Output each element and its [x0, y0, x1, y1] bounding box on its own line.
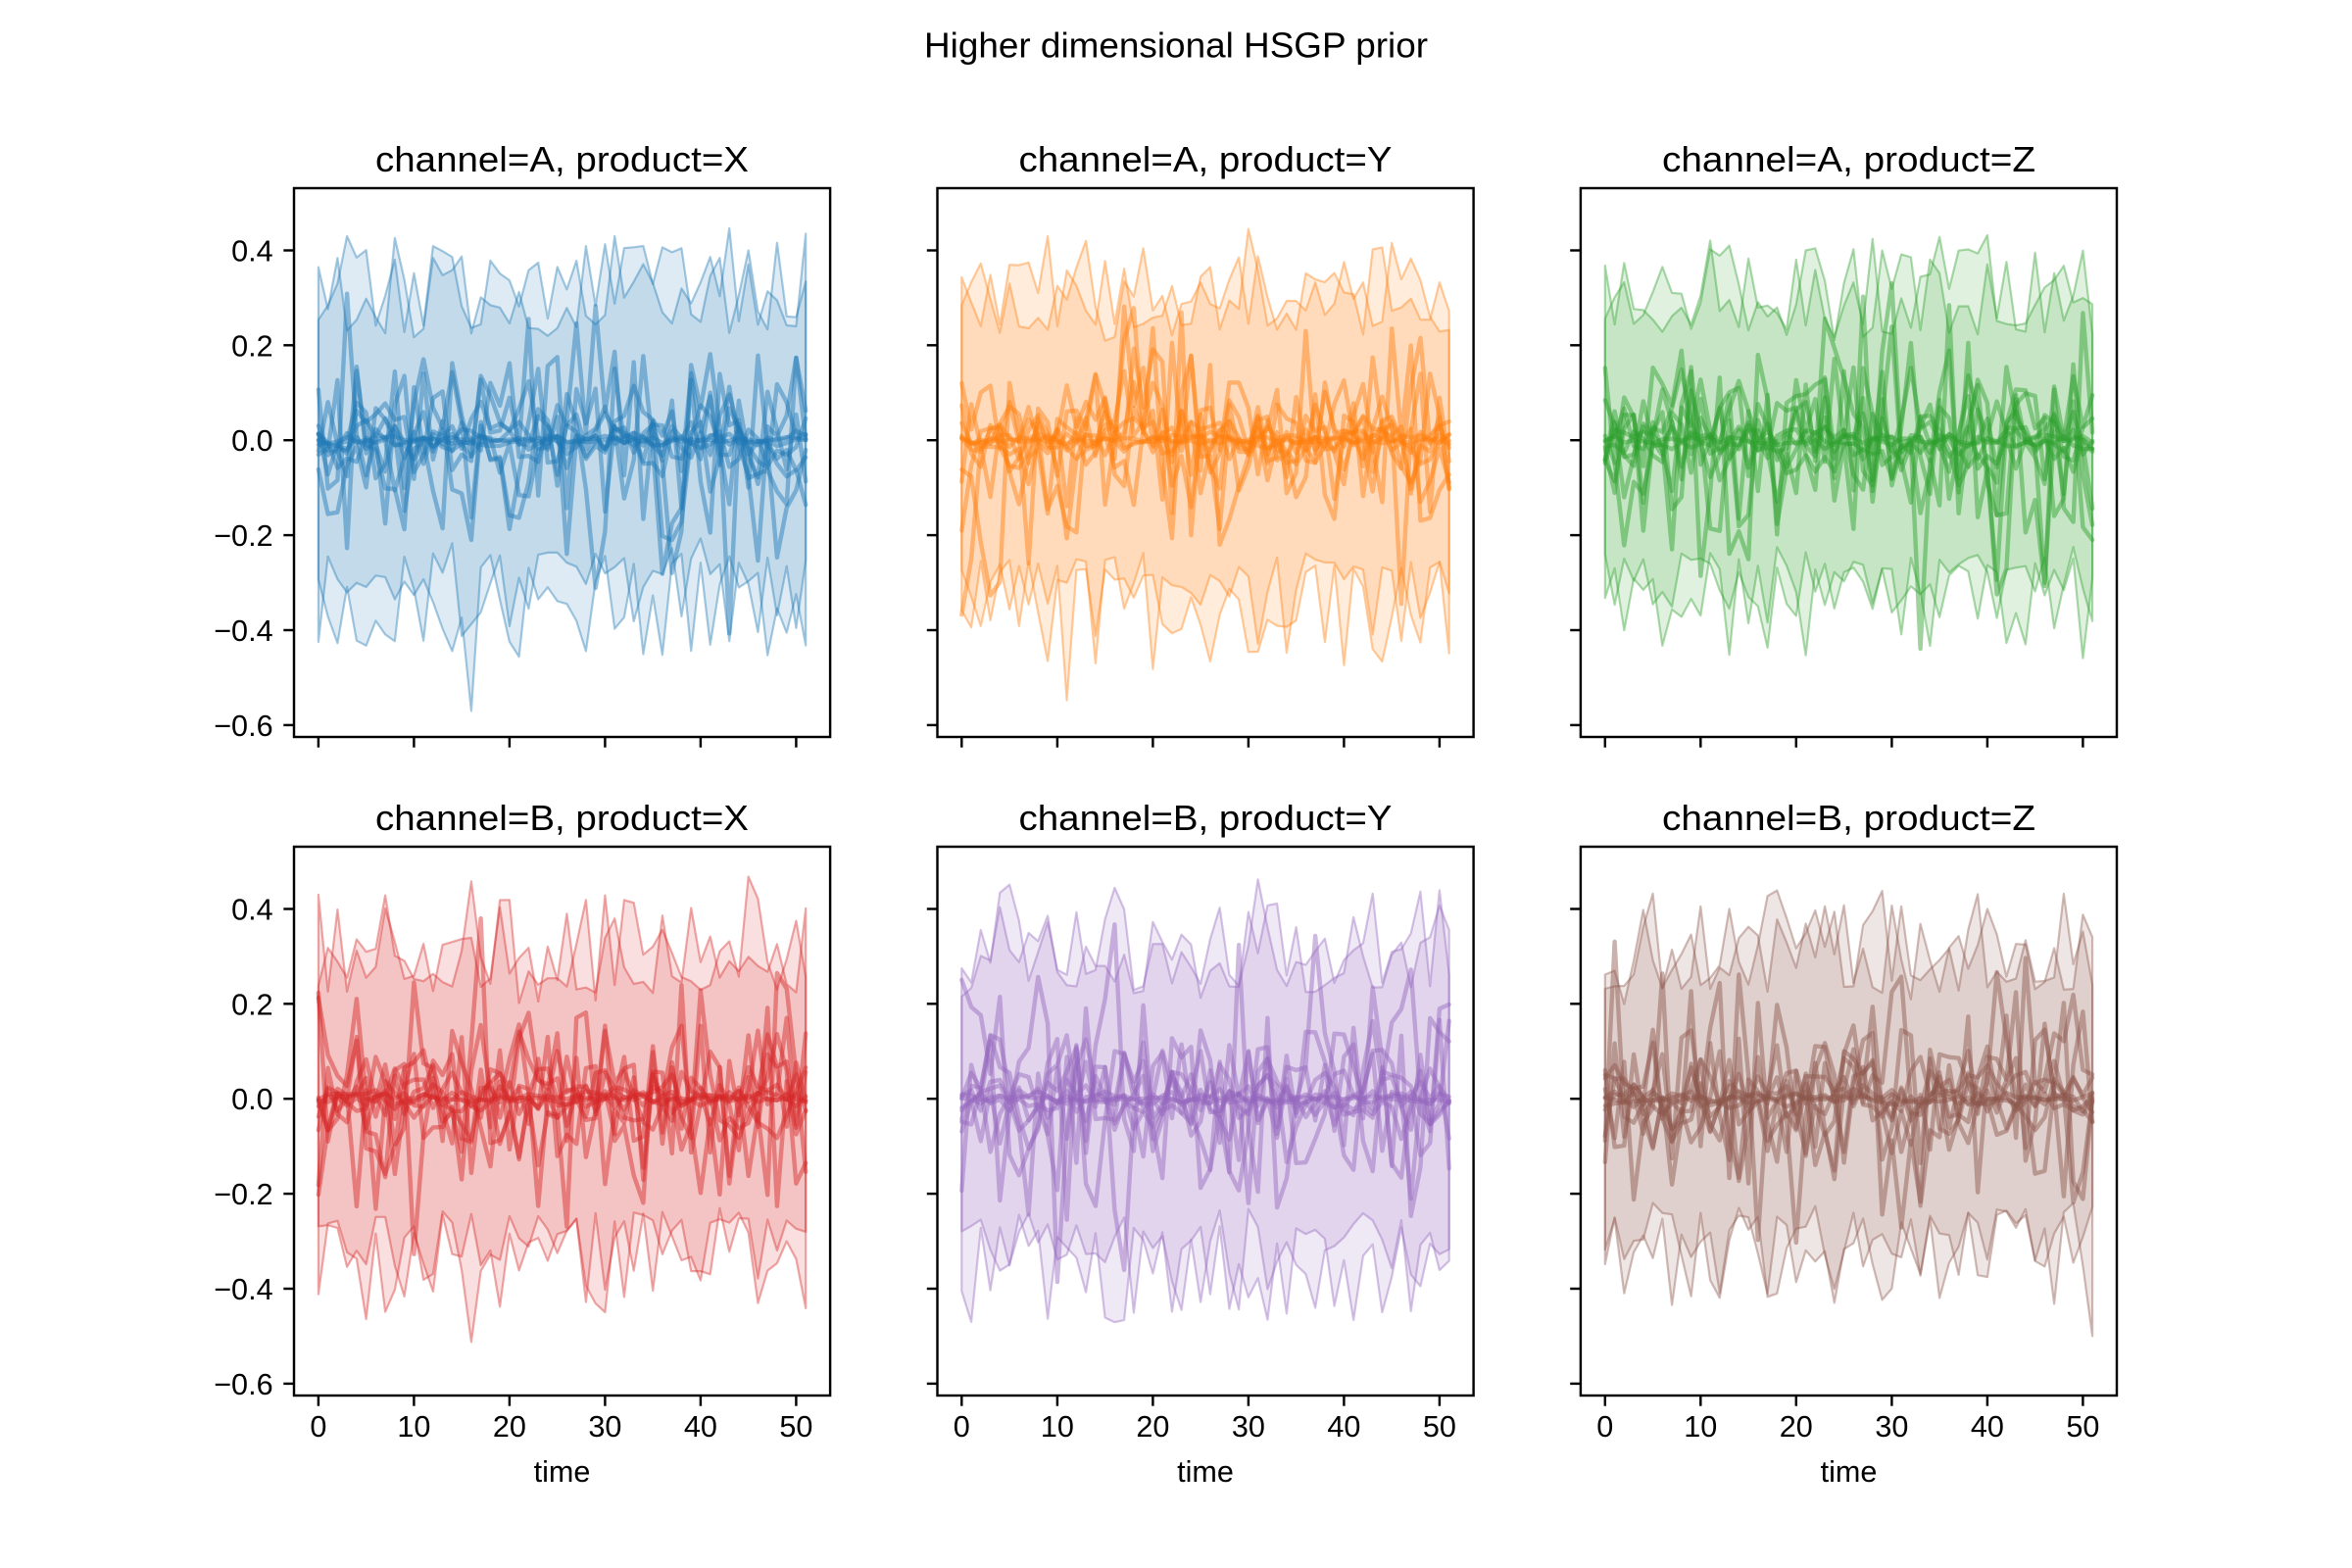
svg-text:0.2: 0.2 [231, 329, 273, 363]
svg-text:40: 40 [1971, 1410, 2004, 1444]
svg-text:channel=B, product=X: channel=B, product=X [375, 798, 749, 838]
svg-text:−0.6: −0.6 [214, 1368, 272, 1401]
svg-text:50: 50 [779, 1410, 812, 1444]
svg-text:0: 0 [954, 1410, 970, 1444]
svg-text:20: 20 [1136, 1410, 1169, 1444]
svg-text:channel=B, product=Y: channel=B, product=Y [1019, 798, 1393, 838]
svg-text:30: 30 [1232, 1410, 1265, 1444]
svg-text:30: 30 [588, 1410, 621, 1444]
svg-text:0: 0 [1596, 1410, 1613, 1444]
svg-text:−0.4: −0.4 [214, 1273, 272, 1306]
svg-text:30: 30 [1875, 1410, 1908, 1444]
svg-text:0.0: 0.0 [231, 1083, 273, 1116]
svg-text:Higher dimensional HSGP prior: Higher dimensional HSGP prior [924, 25, 1428, 66]
svg-text:10: 10 [1684, 1410, 1717, 1444]
svg-text:−0.2: −0.2 [214, 1178, 272, 1211]
svg-text:0.4: 0.4 [231, 894, 273, 927]
svg-text:channel=A, product=Y: channel=A, product=Y [1019, 139, 1393, 179]
svg-text:time: time [1177, 1455, 1234, 1489]
svg-text:10: 10 [397, 1410, 430, 1444]
svg-text:channel=A, product=X: channel=A, product=X [375, 139, 749, 179]
svg-text:40: 40 [1327, 1410, 1360, 1444]
svg-text:−0.6: −0.6 [214, 710, 272, 743]
svg-text:20: 20 [1780, 1410, 1813, 1444]
svg-text:0: 0 [310, 1410, 326, 1444]
svg-text:channel=A, product=Z: channel=A, product=Z [1662, 139, 2035, 179]
svg-text:50: 50 [1423, 1410, 1456, 1444]
svg-text:channel=B, product=Z: channel=B, product=Z [1662, 798, 2035, 838]
svg-text:−0.4: −0.4 [214, 614, 272, 648]
svg-text:40: 40 [684, 1410, 717, 1444]
svg-text:0.2: 0.2 [231, 988, 273, 1021]
svg-text:20: 20 [493, 1410, 526, 1444]
svg-text:0.4: 0.4 [231, 235, 273, 269]
svg-text:50: 50 [2066, 1410, 2099, 1444]
svg-text:time: time [534, 1455, 591, 1489]
svg-text:10: 10 [1041, 1410, 1074, 1444]
svg-text:time: time [1821, 1455, 1878, 1489]
svg-text:−0.2: −0.2 [214, 519, 272, 553]
svg-text:0.0: 0.0 [231, 424, 273, 458]
